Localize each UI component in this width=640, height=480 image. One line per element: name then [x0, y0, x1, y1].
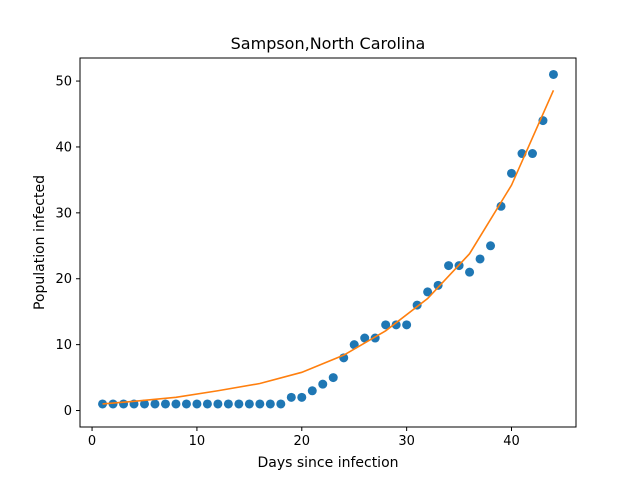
axis-layer: 0 10 20 30 40 0 10 20 30 40 50	[55, 75, 519, 449]
data-point	[548, 69, 558, 79]
data-point	[402, 320, 412, 330]
x-tick-label: 0	[88, 434, 96, 449]
data-point	[119, 399, 129, 409]
data-point	[328, 373, 338, 383]
data-point	[223, 399, 233, 409]
data-point	[255, 399, 265, 409]
y-tick-label: 10	[55, 338, 72, 353]
y-axis-label: Population infected	[32, 175, 48, 310]
y-tick-label: 20	[55, 272, 72, 287]
data-point	[171, 399, 181, 409]
data-point	[108, 399, 118, 409]
data-point	[213, 399, 223, 409]
fit-curve	[102, 89, 555, 405]
data-point	[192, 399, 202, 409]
series-layer	[98, 69, 558, 409]
data-point	[381, 320, 391, 330]
data-point	[433, 280, 443, 290]
data-point	[139, 399, 149, 409]
data-point	[465, 267, 475, 277]
x-tick-label: 10	[189, 434, 206, 449]
y-tick-label: 40	[55, 140, 72, 155]
data-point	[527, 149, 537, 159]
data-point	[276, 399, 286, 409]
data-point	[297, 392, 307, 402]
data-point	[181, 399, 191, 409]
data-point	[307, 386, 317, 396]
data-point	[444, 261, 454, 271]
y-tick-label: 50	[55, 75, 72, 90]
x-tick-label: 40	[503, 434, 520, 449]
data-point	[475, 254, 485, 264]
data-point	[150, 399, 160, 409]
y-tick-label: 30	[55, 206, 72, 221]
x-tick-label: 20	[294, 434, 311, 449]
data-point	[318, 379, 328, 389]
data-point	[234, 399, 244, 409]
data-point	[391, 320, 401, 330]
x-tick-label: 30	[398, 434, 415, 449]
y-tick-label: 0	[64, 404, 72, 419]
data-point	[202, 399, 212, 409]
data-point	[160, 399, 170, 409]
data-point	[486, 241, 496, 251]
chart-title: Sampson,North Carolina	[231, 34, 426, 53]
plot-area-frame	[79, 57, 577, 428]
data-point	[507, 168, 517, 178]
data-point	[244, 399, 254, 409]
data-point	[360, 333, 370, 343]
data-point	[265, 399, 275, 409]
data-point	[496, 201, 506, 211]
data-point	[423, 287, 433, 297]
data-point	[286, 392, 296, 402]
x-axis-label: Days since infection	[257, 455, 398, 471]
